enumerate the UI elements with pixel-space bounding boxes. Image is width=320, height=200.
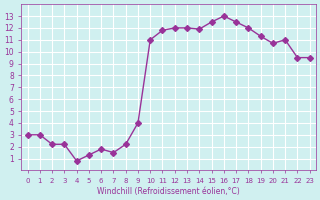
X-axis label: Windchill (Refroidissement éolien,°C): Windchill (Refroidissement éolien,°C): [97, 187, 240, 196]
